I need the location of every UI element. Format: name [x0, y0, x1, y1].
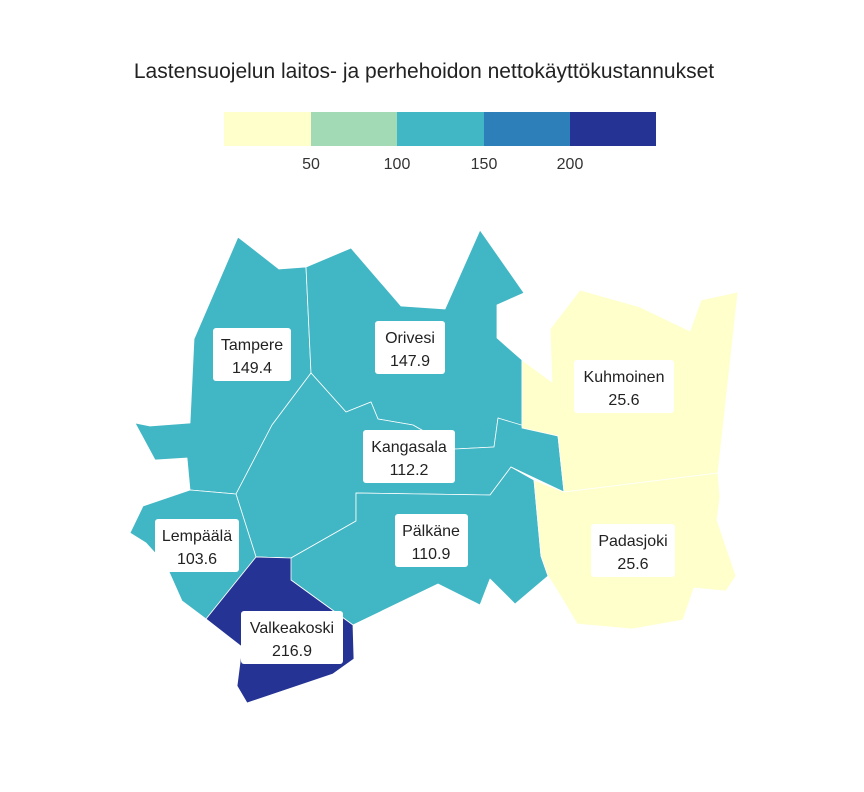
region-name-kuhmoinen: Kuhmoinen [584, 369, 665, 386]
legend-tick-50: 50 [302, 156, 320, 173]
legend-tick-200: 200 [557, 156, 584, 173]
region-name-valkeakoski: Valkeakoski [250, 620, 334, 637]
region-value-palkane: 110.9 [412, 546, 451, 563]
legend-tick-150: 150 [471, 156, 498, 173]
region-name-palkane: Pälkäne [402, 523, 460, 540]
region-value-orivesi: 147.9 [390, 353, 430, 370]
region-name-orivesi: Orivesi [385, 330, 435, 347]
region-label-tampere: Tampere 149.4 [213, 328, 291, 381]
region-name-tampere: Tampere [221, 337, 283, 354]
map-title: Lastensuojelun laitos- ja perhehoidon ne… [134, 60, 714, 83]
region-label-padasjoki: Padasjoki 25.6 [591, 524, 675, 577]
region-label-kangasala: Kangasala 112.2 [363, 430, 455, 483]
region-labels: Tampere 149.4 Orivesi 147.9 Kangasala 11… [155, 321, 675, 664]
legend-swatch-2 [397, 112, 484, 146]
region-label-lempaala: Lempäälä 103.6 [155, 519, 239, 572]
region-name-padasjoki: Padasjoki [598, 533, 667, 550]
region-label-palkane: Pälkäne 110.9 [395, 514, 468, 567]
region-name-lempaala: Lempäälä [162, 528, 232, 545]
region-value-valkeakoski: 216.9 [272, 643, 312, 660]
region-value-kangasala: 112.2 [390, 462, 429, 479]
region-value-lempaala: 103.6 [177, 551, 217, 568]
legend-swatch-1 [311, 112, 397, 146]
region-label-orivesi: Orivesi 147.9 [375, 321, 445, 374]
legend-swatch-4 [570, 112, 656, 146]
region-label-kuhmoinen: Kuhmoinen 25.6 [574, 360, 674, 413]
legend: 50 100 150 200 [224, 112, 656, 173]
region-value-padasjoki: 25.6 [617, 556, 648, 573]
legend-swatch-3 [484, 112, 570, 146]
region-value-kuhmoinen: 25.6 [608, 392, 639, 409]
legend-tick-100: 100 [384, 156, 411, 173]
region-label-valkeakoski: Valkeakoski 216.9 [241, 611, 343, 664]
legend-swatch-0 [224, 112, 311, 146]
region-name-kangasala: Kangasala [371, 439, 447, 456]
region-value-tampere: 149.4 [232, 360, 272, 377]
